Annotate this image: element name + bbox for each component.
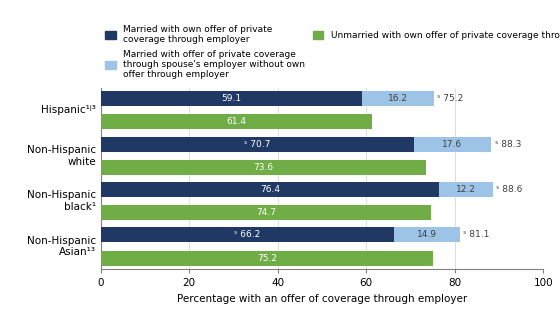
Bar [101,227,394,242]
Text: 76.4: 76.4 [260,185,280,194]
Bar [101,205,431,220]
Text: ˢ 88.6: ˢ 88.6 [496,185,522,194]
Text: ˢ 70.7: ˢ 70.7 [244,140,270,149]
Text: 14.9: 14.9 [417,230,437,239]
Text: ˢ 66.2: ˢ 66.2 [234,230,260,239]
Text: 61.4: 61.4 [227,117,246,126]
Text: 17.6: 17.6 [442,140,463,149]
Bar [101,137,414,151]
Bar [101,91,362,106]
Text: 12.2: 12.2 [456,185,475,194]
Bar [101,251,433,265]
Text: 74.7: 74.7 [256,208,276,217]
Text: 73.6: 73.6 [254,163,274,172]
Bar [394,227,460,242]
Text: ˢ 88.3: ˢ 88.3 [495,140,521,149]
Bar [362,91,434,106]
Text: 59.1: 59.1 [221,94,241,103]
Bar [101,115,372,130]
Bar [101,182,439,197]
Bar [414,137,492,151]
Text: 75.2: 75.2 [257,254,277,263]
Legend: Married with own offer of private
coverage through employer, Married with offer : Married with own offer of private covera… [105,25,560,80]
Text: ˢ 75.2: ˢ 75.2 [437,94,464,103]
Text: 16.2: 16.2 [388,94,408,103]
Bar [101,160,426,175]
X-axis label: Percentage with an offer of coverage through employer: Percentage with an offer of coverage thr… [177,294,467,304]
Text: ˢ 81.1: ˢ 81.1 [463,230,489,239]
Bar [439,182,493,197]
